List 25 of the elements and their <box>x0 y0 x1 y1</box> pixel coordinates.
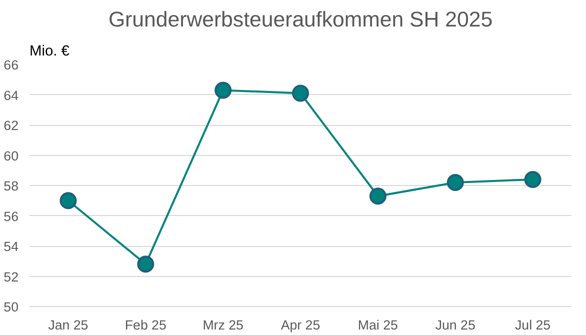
x-tick-label: Feb 25 <box>124 318 166 332</box>
y-tick-label: 58 <box>4 178 19 194</box>
x-tick-label: Mrz 25 <box>202 318 244 332</box>
x-tick-label: Mai 25 <box>358 318 398 332</box>
y-tick-label: 64 <box>4 88 20 103</box>
point <box>292 84 309 102</box>
y-tick-label: 66 <box>4 58 19 72</box>
point <box>524 170 542 188</box>
y-tick-label: 62 <box>4 118 19 133</box>
x-tick-label: Apr 25 <box>280 318 320 332</box>
point <box>214 82 232 99</box>
y-tick-label: 60 <box>4 148 19 164</box>
x-tick-label: Jan 25 <box>48 318 88 332</box>
y-tick-label: 54 <box>4 239 20 254</box>
point <box>369 188 386 205</box>
x-tick-label: Jun 25 <box>435 318 476 332</box>
y-axis-title: Mio. € <box>30 44 70 60</box>
point <box>446 174 464 191</box>
y-tick-label: 56 <box>4 208 19 224</box>
y-tick-label: 52 <box>4 269 19 284</box>
y-tick-label: 50 <box>4 300 19 314</box>
point <box>137 256 154 273</box>
x-tick-label: Jul 25 <box>515 318 551 332</box>
point <box>60 192 77 210</box>
chart-title: Grunderwerbsteueraufkommen SH 2025 <box>108 8 493 32</box>
